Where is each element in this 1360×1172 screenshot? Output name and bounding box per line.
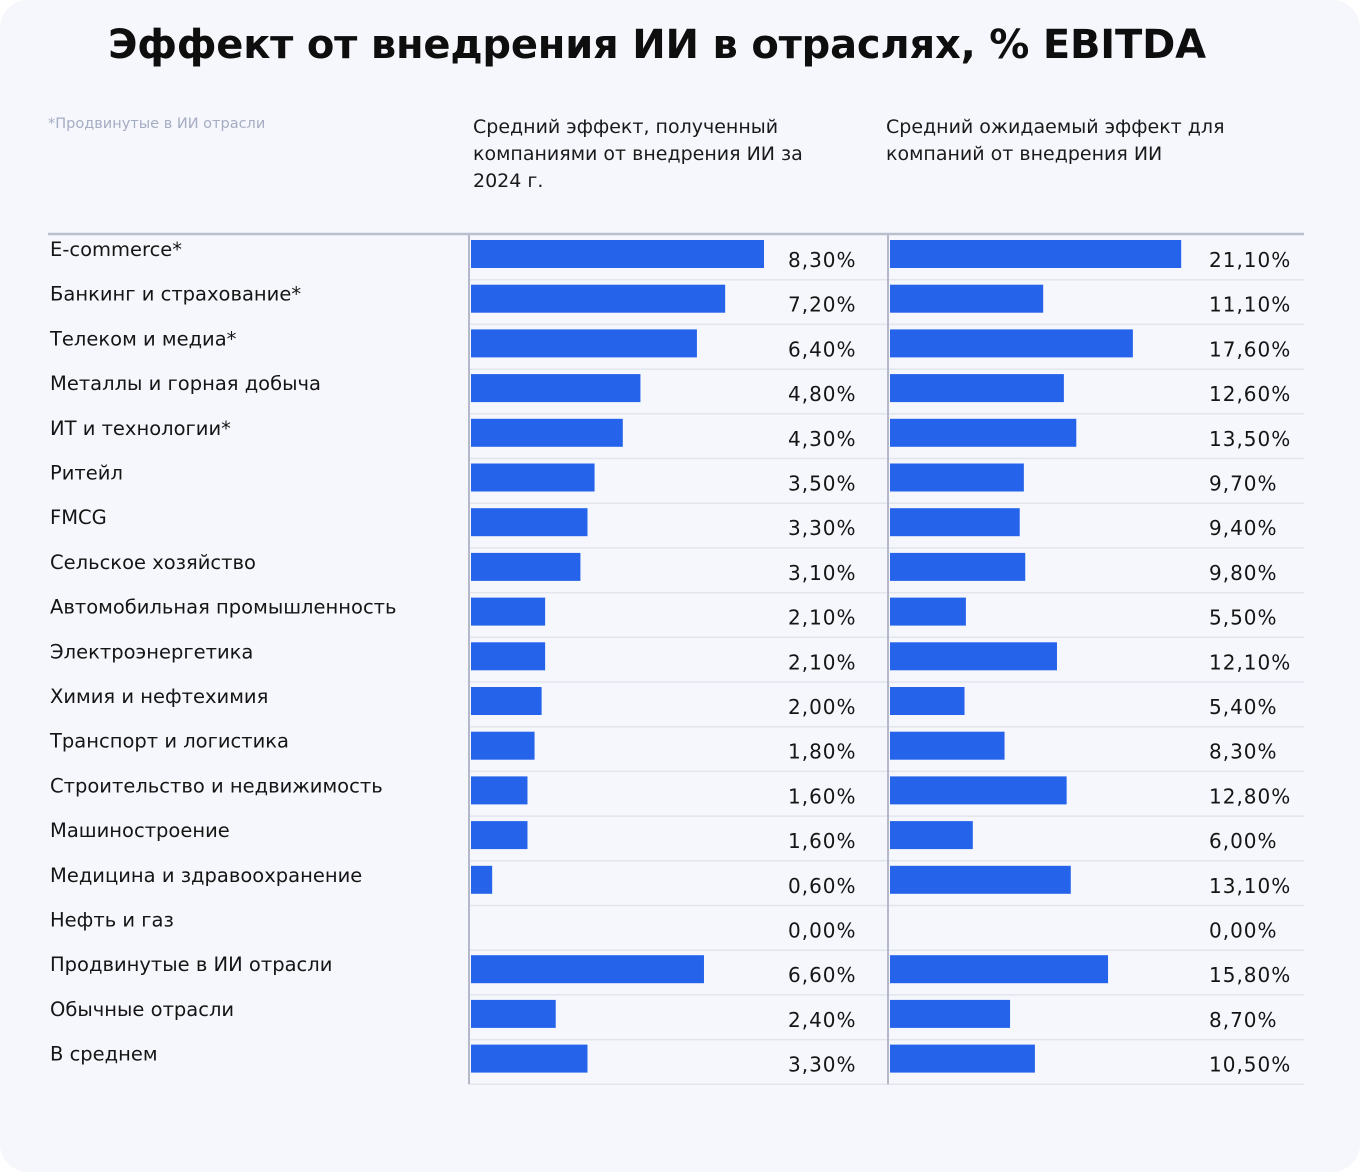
category-label: Телеком и медиа* bbox=[49, 327, 237, 350]
value-label-actual: 2,00% bbox=[788, 695, 857, 719]
value-label-actual: 7,20% bbox=[788, 293, 857, 317]
category-label: FMCG bbox=[50, 506, 107, 529]
category-label: Медицина и здравоохранение bbox=[50, 864, 362, 887]
value-label-actual: 3,10% bbox=[788, 561, 857, 585]
value-label-actual: 1,80% bbox=[788, 740, 857, 764]
category-label: В среднем bbox=[50, 1043, 158, 1066]
value-label-expected: 5,40% bbox=[1209, 695, 1278, 719]
bar-actual bbox=[471, 552, 581, 581]
bar-actual bbox=[471, 1044, 588, 1073]
bar-expected bbox=[890, 508, 1020, 537]
value-label-expected: 13,10% bbox=[1209, 874, 1291, 898]
bar-expected bbox=[890, 821, 973, 850]
bar-actual bbox=[471, 731, 535, 760]
bar-expected bbox=[890, 955, 1109, 984]
value-label-actual: 6,60% bbox=[788, 963, 857, 987]
category-label: ИТ и технологии* bbox=[50, 417, 231, 440]
value-label-actual: 3,30% bbox=[788, 1053, 857, 1077]
bar-actual bbox=[471, 463, 595, 492]
value-label-expected: 9,40% bbox=[1209, 516, 1278, 540]
bar-expected bbox=[890, 731, 1005, 760]
category-label: Нефть и газ bbox=[50, 909, 174, 932]
bar-expected bbox=[890, 329, 1133, 358]
value-label-actual: 0,60% bbox=[788, 874, 857, 898]
bar-expected bbox=[890, 642, 1057, 671]
value-label-expected: 11,10% bbox=[1209, 293, 1291, 317]
bar-actual bbox=[471, 240, 764, 268]
category-label: E-commerce* bbox=[50, 238, 182, 261]
chart-title: Эффект от внедрения ИИ в отраслях, % EBI… bbox=[108, 22, 1206, 68]
bar-expected bbox=[890, 865, 1071, 894]
bar-expected bbox=[890, 463, 1024, 492]
category-label: Металлы и горная добыча bbox=[50, 372, 321, 395]
category-label: Машиностроение bbox=[50, 819, 230, 842]
bar-actual bbox=[471, 999, 556, 1028]
category-label: Банкинг и страхование* bbox=[50, 283, 301, 306]
category-label: Строительство и недвижимость bbox=[50, 774, 383, 797]
bar-actual bbox=[471, 776, 528, 805]
bar-expected bbox=[890, 999, 1011, 1028]
bar-expected bbox=[890, 418, 1077, 447]
category-label: Химия и нефтехимия bbox=[50, 685, 268, 708]
bar-expected bbox=[890, 687, 965, 715]
value-label-expected: 15,80% bbox=[1209, 963, 1291, 987]
category-label: Ритейл bbox=[50, 462, 123, 485]
bar-expected bbox=[890, 284, 1044, 313]
value-label-actual: 2,10% bbox=[788, 606, 857, 630]
value-label-expected: 8,70% bbox=[1209, 1008, 1278, 1032]
value-label-actual: 4,80% bbox=[788, 382, 857, 406]
footnote: *Продвинутые в ИИ отрасли bbox=[48, 116, 266, 132]
category-label: Сельское хозяйство bbox=[50, 551, 256, 574]
value-label-actual: 3,30% bbox=[788, 516, 857, 540]
bar-expected bbox=[890, 597, 966, 626]
value-label-actual: 4,30% bbox=[788, 427, 857, 451]
category-label: Транспорт и логистика bbox=[49, 730, 289, 753]
value-label-expected: 13,50% bbox=[1209, 427, 1291, 451]
value-label-actual: 3,50% bbox=[788, 472, 857, 496]
value-label-expected: 0,00% bbox=[1209, 919, 1278, 943]
bar-actual bbox=[471, 508, 588, 537]
value-label-expected: 8,30% bbox=[1209, 740, 1278, 764]
value-label-actual: 2,10% bbox=[788, 650, 857, 674]
value-label-expected: 12,80% bbox=[1209, 784, 1291, 808]
value-label-actual: 0,00% bbox=[788, 919, 857, 943]
value-label-expected: 12,60% bbox=[1209, 382, 1291, 406]
value-label-actual: 1,60% bbox=[788, 829, 857, 853]
bar-actual bbox=[471, 642, 546, 671]
value-label-actual: 6,40% bbox=[788, 337, 857, 361]
value-label-expected: 21,10% bbox=[1209, 248, 1291, 272]
bar-actual bbox=[471, 865, 493, 894]
bar-expected bbox=[890, 1044, 1035, 1073]
value-label-expected: 9,80% bbox=[1209, 561, 1278, 585]
bar-actual bbox=[471, 955, 704, 984]
bar-actual bbox=[471, 597, 546, 626]
value-label-actual: 1,60% bbox=[788, 784, 857, 808]
category-label: Обычные отрасли bbox=[50, 998, 234, 1021]
category-label: Автомобильная промышленность bbox=[50, 596, 397, 619]
bar-expected bbox=[890, 552, 1026, 581]
value-label-expected: 5,50% bbox=[1209, 606, 1278, 630]
bar-actual bbox=[471, 687, 542, 715]
bar-actual bbox=[471, 374, 641, 403]
bar-actual bbox=[471, 821, 528, 850]
value-label-expected: 17,60% bbox=[1209, 337, 1291, 361]
bar-expected bbox=[890, 776, 1067, 805]
value-label-actual: 2,40% bbox=[788, 1008, 857, 1032]
value-label-expected: 10,50% bbox=[1209, 1053, 1291, 1077]
series-header-expected: Средний ожидаемый эффект для компаний от… bbox=[886, 116, 1225, 165]
value-label-expected: 12,10% bbox=[1209, 650, 1291, 674]
bar-actual bbox=[471, 418, 623, 447]
series-header-actual: Средний эффект, полученный компаниями от… bbox=[473, 116, 803, 192]
bar-expected bbox=[890, 374, 1064, 403]
value-label-actual: 8,30% bbox=[788, 248, 857, 272]
bar-actual bbox=[471, 284, 726, 313]
value-label-expected: 9,70% bbox=[1209, 472, 1278, 496]
value-label-expected: 6,00% bbox=[1209, 829, 1278, 853]
bar-expected bbox=[890, 240, 1182, 268]
category-label: Электроэнергетика bbox=[50, 640, 253, 663]
category-label: Продвинутые в ИИ отрасли bbox=[50, 953, 332, 976]
bar-actual bbox=[471, 329, 697, 358]
